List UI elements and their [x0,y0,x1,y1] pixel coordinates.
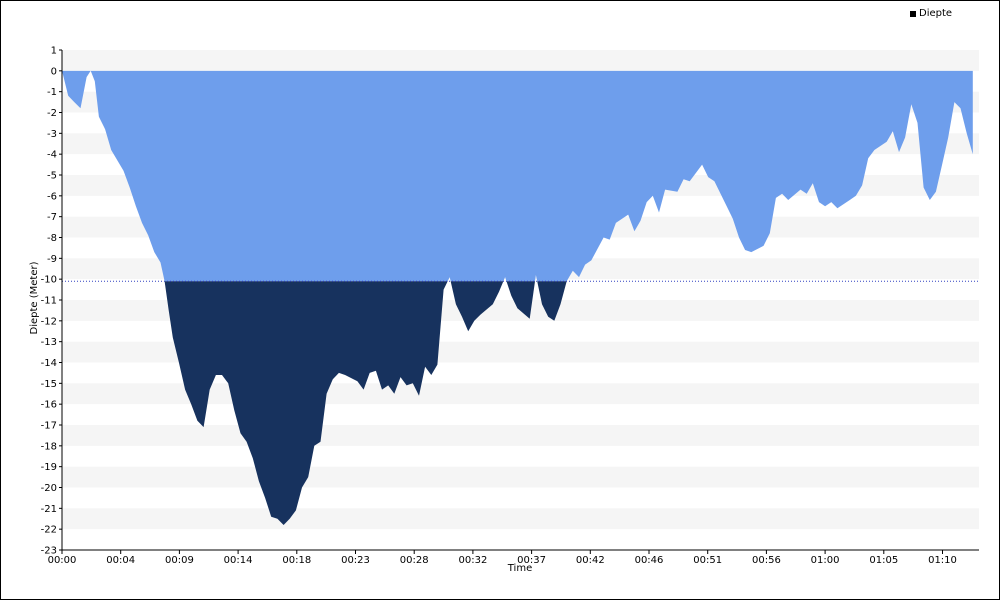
grid-band [62,425,979,446]
legend: Diepte [910,8,952,19]
grid-band [62,508,979,530]
y-tick-label: -21 [41,504,57,515]
y-axis-ticks: 1 0 -1 -2 -3 -4 -5 -6 -7 -8 -9 -10 -11 -12 -13 -14 -15 -1… [41,46,62,557]
grid-band [62,466,979,488]
x-tick-label: 00:14 [224,555,253,566]
y-tick-label: -20 [41,483,57,494]
x-tick-label: 00:09 [165,555,194,566]
y-tick-label: -7 [47,212,57,223]
y-axis-title: Diepte (Meter) [29,261,40,334]
y-tick-label: -5 [47,171,57,182]
x-tick-label: 01:00 [811,555,840,566]
y-tick-label: -9 [47,254,57,265]
y-tick-label: 0 [51,66,57,77]
grid-band [62,50,979,71]
y-tick-label: -13 [41,337,57,348]
y-tick-label: -22 [41,525,57,536]
y-tick-label: -19 [41,462,57,473]
x-tick-label: 00:37 [517,555,546,566]
x-tick-label: 01:05 [869,555,898,566]
y-tick-label: 1 [51,46,57,57]
depth-area-shallow [62,70,973,282]
depth-area-deep [164,281,567,525]
y-tick-label: -14 [41,358,57,369]
x-tick-label: 01:10 [928,555,957,566]
y-tick-label: -3 [47,129,57,140]
x-axis-ticks: 00:00 00:04 00:09 00:14 00:18 00:23 00:28 00:32… [48,550,957,566]
depth-area [62,70,973,525]
x-tick-label: 00:56 [752,555,781,566]
y-tick-label: -10 [41,275,57,286]
x-tick-label: 00:00 [48,555,77,566]
y-tick-label: -18 [41,441,57,452]
y-tick-label: -8 [47,233,57,244]
x-tick-label: 00:32 [458,555,487,566]
x-tick-label: 00:51 [693,555,722,566]
legend-label: Diepte [919,8,953,19]
y-tick-label: -1 [47,87,57,98]
x-tick-label: 00:28 [400,555,429,566]
y-tick-label: -15 [41,379,57,390]
y-tick-label: -11 [41,296,57,307]
y-tick-label: -23 [41,546,57,557]
x-axis-title: Time [507,563,532,574]
x-tick-label: 00:18 [282,555,311,566]
x-tick-label: 00:23 [341,555,370,566]
y-tick-label: -4 [47,150,57,161]
legend-swatch [910,10,916,17]
x-tick-label: 00:42 [576,555,605,566]
x-tick-label: 00:04 [106,555,135,566]
y-tick-label: -6 [47,191,57,202]
x-tick-label: 00:46 [635,555,664,566]
y-tick-label: -12 [41,316,57,327]
y-tick-label: -17 [41,421,57,432]
y-tick-label: -2 [47,108,57,119]
y-tick-label: -16 [41,400,57,411]
